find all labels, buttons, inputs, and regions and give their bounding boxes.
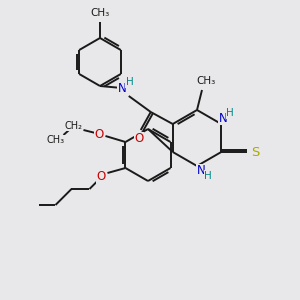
Text: N: N — [219, 112, 228, 124]
Text: CH₂: CH₂ — [64, 121, 82, 131]
Text: O: O — [134, 133, 143, 146]
Text: H: H — [226, 108, 234, 118]
Text: CH₃: CH₃ — [196, 76, 216, 86]
Text: N: N — [196, 164, 206, 178]
Text: O: O — [95, 128, 104, 140]
Text: S: S — [251, 146, 260, 158]
Text: O: O — [97, 170, 106, 184]
Text: H: H — [204, 171, 212, 181]
Text: CH₃: CH₃ — [90, 8, 110, 18]
Text: CH₃: CH₃ — [46, 135, 64, 145]
Text: N: N — [117, 82, 126, 94]
Text: H: H — [126, 77, 134, 87]
